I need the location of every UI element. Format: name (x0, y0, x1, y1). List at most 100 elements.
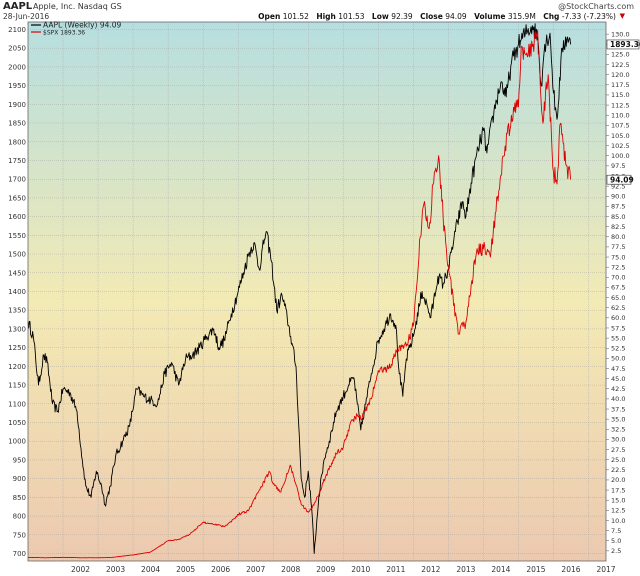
left-tick-label: 1850 (8, 120, 26, 128)
left-tick-label: 750 (13, 531, 26, 539)
right-tick-label: 52.5 (611, 345, 625, 353)
left-tick-label: 900 (13, 475, 26, 483)
right-tick-label: 57.5 (611, 324, 625, 332)
right-tick-label: 10.0 (611, 517, 625, 525)
spx-line (27, 23, 572, 554)
left-tick-label: 800 (13, 513, 26, 521)
right-tick-label: 97.5 (611, 162, 625, 170)
right-tick-label: 130.0 (611, 30, 630, 38)
right-tick-label: 47.5 (611, 365, 625, 373)
right-tick-label: 70.0 (611, 274, 625, 282)
close-value: 94.09 (445, 12, 467, 21)
x-tick-label: 2012 (421, 565, 440, 574)
right-tick-label: 40.0 (611, 395, 625, 403)
right-tick-label: 105.0 (611, 132, 630, 140)
low-value: 92.39 (391, 12, 413, 21)
quote-date: 28-Jun-2016 (3, 12, 50, 21)
right-tick-label: 50.0 (611, 355, 625, 363)
left-tick-label: 1200 (8, 363, 26, 371)
right-tick-label: 37.5 (611, 405, 625, 413)
aapl-line (28, 29, 572, 559)
right-tick-label: 22.5 (611, 466, 625, 474)
close-label: Close (420, 12, 443, 21)
left-tick-label: 1150 (8, 382, 26, 390)
right-tick-label: 62.5 (611, 304, 625, 312)
left-tick-label: 1100 (8, 400, 26, 408)
left-tick-label: 1600 (8, 213, 26, 221)
left-tick-label: 700 (13, 550, 26, 558)
quote-summary: Open 101.52 High 101.53 Low 92.39 Close … (258, 12, 616, 21)
volume-label: Volume (474, 12, 506, 21)
x-tick-label: 2010 (351, 565, 370, 574)
open-value: 101.52 (282, 12, 309, 21)
right-tick-label: 42.5 (611, 385, 625, 393)
x-tick-label: 2017 (596, 565, 615, 574)
right-tick-label: 115.0 (611, 91, 630, 99)
left-tick-label: 2050 (8, 45, 26, 53)
brand-logo[interactable]: @StockCharts.com (558, 2, 634, 11)
left-tick-label: 850 (13, 494, 26, 502)
right-tick-label: 77.5 (611, 243, 625, 251)
right-tick-label: 20.0 (611, 476, 625, 484)
spx-last-value: 1893.36 (610, 40, 640, 49)
left-tick-label: 1250 (8, 344, 26, 352)
left-tick-label: 1300 (8, 325, 26, 333)
left-tick-label: 2100 (8, 26, 26, 34)
x-tick-label: 2008 (281, 565, 300, 574)
right-tick-label: 110.0 (611, 112, 630, 120)
right-tick-label: 102.5 (611, 142, 630, 150)
right-tick-label: 82.5 (611, 223, 625, 231)
legend-spx: $SPX 1893.36 (43, 30, 85, 37)
left-tick-label: 1650 (8, 194, 26, 202)
right-tick-label: 100.0 (611, 152, 630, 160)
left-tick-label: 1550 (8, 232, 26, 240)
x-tick-label: 2007 (246, 565, 265, 574)
x-tick-label: 2014 (491, 565, 510, 574)
right-tick-label: 85.0 (611, 213, 625, 221)
left-tick-label: 1950 (8, 82, 26, 90)
right-tick-label: 55.0 (611, 334, 625, 342)
right-tick-label: 30.0 (611, 436, 625, 444)
right-tick-label: 15.0 (611, 497, 625, 505)
x-tick-label: 2015 (526, 565, 545, 574)
chg-label: Chg (543, 12, 560, 21)
chart-header: AAPL Apple, Inc. Nasdaq GS 28-Jun-2016 @… (0, 0, 640, 22)
spx-last-marker: 1893.36 (606, 39, 640, 50)
left-tick-label: 950 (13, 456, 26, 464)
company-name: Apple, Inc. Nasdaq GS (33, 2, 122, 11)
right-tick-label: 45.0 (611, 375, 625, 383)
series-lines (27, 23, 572, 559)
chg-down-icon: ▼ (619, 12, 625, 20)
right-tick-label: 65.0 (611, 294, 625, 302)
right-tick-label: 7.5 (611, 527, 621, 535)
chg-value: -7.33 (-7.23%) (561, 12, 616, 21)
right-tick-label: 2.5 (611, 547, 621, 555)
left-tick-label: 1500 (8, 251, 26, 259)
aapl-last-marker: 94.09 (606, 174, 634, 185)
right-tick-label: 107.5 (611, 122, 630, 130)
right-tick-label: 60.0 (611, 314, 625, 322)
x-tick-label: 2009 (316, 565, 335, 574)
right-tick-label: 5.0 (611, 537, 621, 545)
left-tick-label: 1050 (8, 419, 26, 427)
right-tick-label: 17.5 (611, 486, 625, 494)
right-tick-label: 27.5 (611, 446, 625, 454)
left-tick-label: 1800 (8, 138, 26, 146)
left-tick-label: 1400 (8, 288, 26, 296)
x-tick-label: 2003 (106, 565, 125, 574)
left-tick-label: 1450 (8, 269, 26, 277)
left-tick-label: 1350 (8, 307, 26, 315)
left-axis: 700 750 800 850 900 950 1000 1050 1100 1150 1200 12… (8, 26, 26, 558)
left-tick-label: 1750 (8, 157, 26, 165)
ticker-symbol: AAPL (3, 1, 33, 12)
right-tick-label: 92.5 (611, 182, 625, 190)
x-tick-label: 2002 (71, 565, 90, 574)
volume-value: 315.9M (507, 12, 536, 21)
x-tick-label: 2005 (176, 565, 195, 574)
right-tick-label: 80.0 (611, 233, 625, 241)
right-tick-label: 90.0 (611, 193, 625, 201)
left-tick-label: 1900 (8, 101, 26, 109)
left-tick-label: 2000 (8, 63, 26, 71)
right-tick-label: 117.5 (611, 81, 630, 89)
